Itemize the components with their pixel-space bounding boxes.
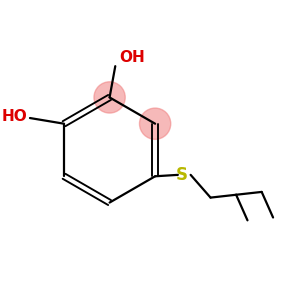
Circle shape [94, 82, 125, 113]
Text: OH: OH [119, 50, 145, 65]
Text: S: S [176, 166, 188, 184]
Text: HO: HO [2, 109, 27, 124]
Circle shape [140, 108, 171, 139]
